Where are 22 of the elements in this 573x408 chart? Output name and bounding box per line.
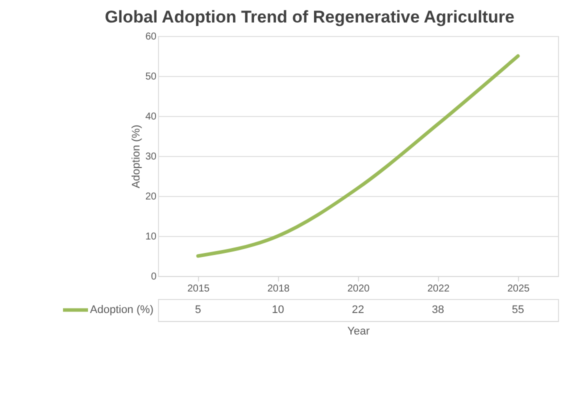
x-tick-label: 2018: [267, 284, 290, 294]
y-tick-label: 10: [145, 232, 157, 242]
y-tick-label: 30: [145, 152, 157, 162]
legend-label: Adoption (%): [90, 304, 154, 316]
line-series: [196, 54, 520, 258]
chart-title: Global Adoption Trend of Regenerative Agriculture: [104, 8, 514, 26]
x-axis-title: Year: [347, 326, 370, 338]
y-tick-label: 0: [150, 272, 157, 282]
y-axis-title: Adoption (%): [130, 124, 142, 188]
y-tick-label: 50: [145, 72, 157, 82]
y-tick-label: 40: [145, 112, 157, 122]
data-label: 38: [432, 304, 444, 316]
y-tick-label: 60: [145, 32, 157, 42]
data-label: 5: [194, 304, 202, 316]
data-label: 55: [512, 304, 524, 316]
y-tick-label: 20: [145, 192, 157, 202]
x-tick-label: 2015: [187, 284, 210, 294]
data-label: 10: [272, 304, 284, 316]
x-tick-label: 2025: [507, 284, 530, 294]
x-tick-label: 2020: [347, 284, 370, 294]
x-tick-label: 2022: [427, 284, 450, 294]
data-label: 22: [352, 304, 364, 316]
